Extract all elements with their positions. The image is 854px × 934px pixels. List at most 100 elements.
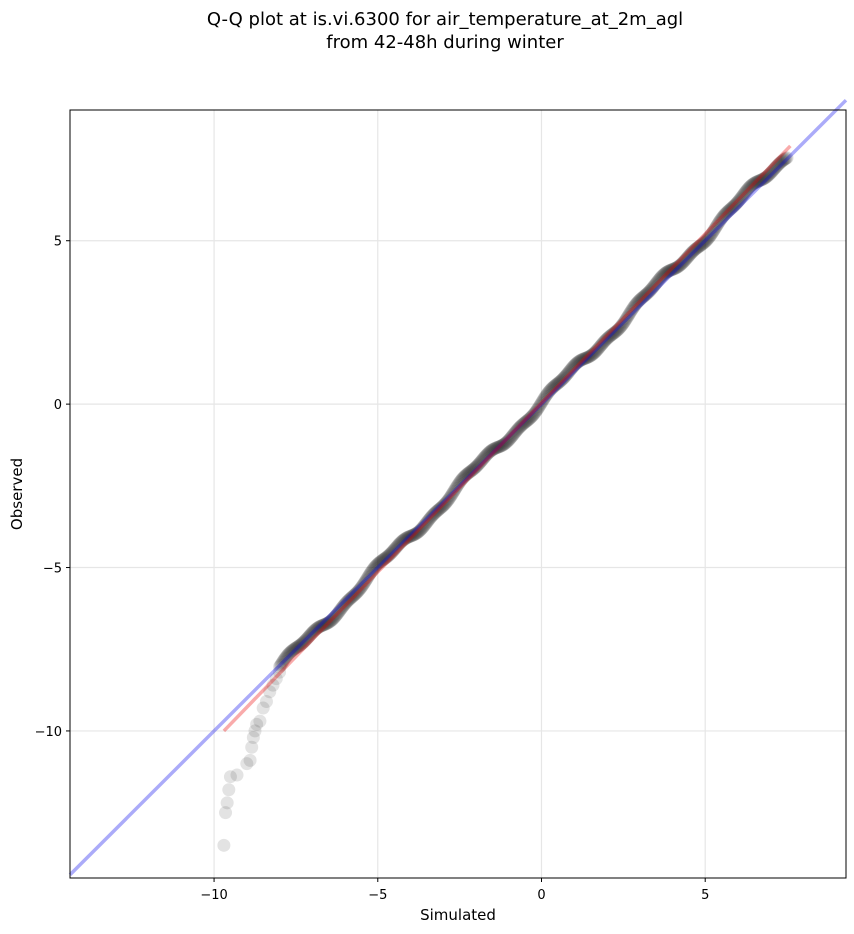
data-point	[552, 375, 566, 389]
data-point	[450, 480, 464, 494]
data-point	[414, 522, 428, 536]
data-point	[313, 619, 327, 633]
data-point	[421, 513, 435, 527]
data-point	[618, 313, 632, 327]
y-axis-ticks: 5 0 −5 −10	[35, 235, 70, 740]
data-point	[608, 326, 622, 340]
data-point	[325, 613, 339, 627]
fit-line	[222, 144, 792, 733]
data-point	[769, 160, 783, 174]
data-point	[293, 638, 307, 652]
data-point	[431, 504, 445, 518]
data-point	[570, 356, 584, 370]
data-point	[742, 181, 756, 195]
data-point	[608, 325, 622, 339]
data-point	[478, 450, 492, 464]
data-point	[569, 356, 583, 370]
data-point	[551, 376, 565, 390]
data-point	[488, 442, 502, 456]
data-point	[677, 255, 691, 269]
data-point	[480, 447, 494, 461]
y-tick-label: 5	[54, 235, 62, 250]
data-point	[498, 437, 512, 451]
data-point	[284, 644, 298, 658]
data-point	[530, 402, 544, 416]
data-point	[479, 449, 493, 463]
data-point	[248, 724, 262, 738]
data-point	[420, 516, 434, 530]
data-point	[517, 416, 531, 430]
data-point	[686, 245, 700, 259]
data-point	[726, 200, 740, 214]
data-point	[567, 359, 581, 373]
data-point	[712, 215, 726, 229]
data-point	[714, 213, 728, 227]
data-point	[436, 499, 450, 513]
data-point	[548, 379, 562, 393]
data-point	[291, 640, 305, 654]
data-point	[776, 153, 790, 167]
data-point	[447, 484, 461, 498]
data-point	[637, 290, 651, 304]
data-point	[718, 207, 732, 221]
data-point	[413, 523, 427, 537]
data-point	[688, 242, 702, 256]
data-point	[459, 468, 473, 482]
data-point	[341, 594, 355, 608]
data-point	[302, 630, 316, 644]
data-point	[664, 263, 678, 277]
data-point	[713, 214, 727, 228]
data-point	[569, 357, 583, 371]
data-point	[301, 631, 315, 645]
data-point	[726, 199, 740, 213]
data-point	[716, 210, 730, 224]
data-point	[685, 246, 699, 260]
data-point	[775, 155, 789, 169]
data-point	[671, 260, 685, 274]
data-point	[297, 635, 311, 649]
data-point	[483, 444, 497, 458]
data-point	[754, 173, 768, 187]
data-point	[641, 286, 655, 300]
data-point	[692, 240, 706, 254]
data-point	[586, 347, 600, 361]
data-point	[263, 685, 277, 699]
data-point	[773, 156, 787, 170]
data-point	[344, 591, 358, 605]
data-point	[475, 453, 489, 467]
data-point	[293, 639, 307, 653]
data-point	[269, 672, 283, 686]
data-point	[389, 541, 403, 555]
data-point	[582, 350, 596, 364]
data-point	[531, 401, 545, 415]
data-point	[217, 838, 231, 852]
data-point	[681, 250, 695, 264]
data-point	[278, 651, 292, 665]
data-point	[472, 456, 486, 470]
data-point	[396, 533, 410, 547]
data-point	[690, 241, 704, 255]
data-point	[701, 232, 715, 246]
data-point	[579, 351, 593, 365]
data-point	[345, 590, 359, 604]
data-point	[746, 177, 760, 191]
data-point	[628, 299, 642, 313]
data-point	[632, 294, 646, 308]
data-point	[658, 266, 672, 280]
data-point	[689, 242, 703, 256]
data-point	[606, 327, 620, 341]
data-point	[385, 545, 399, 559]
data-point	[399, 531, 413, 545]
data-point	[354, 580, 368, 594]
data-point	[380, 550, 394, 564]
data-point	[495, 438, 509, 452]
data-point	[417, 519, 431, 533]
data-point	[673, 258, 687, 272]
data-point	[308, 623, 322, 637]
data-point	[585, 348, 599, 362]
data-point	[430, 504, 444, 518]
data-point	[622, 307, 636, 321]
data-point	[669, 261, 683, 275]
y-tick-label: 0	[54, 398, 62, 413]
